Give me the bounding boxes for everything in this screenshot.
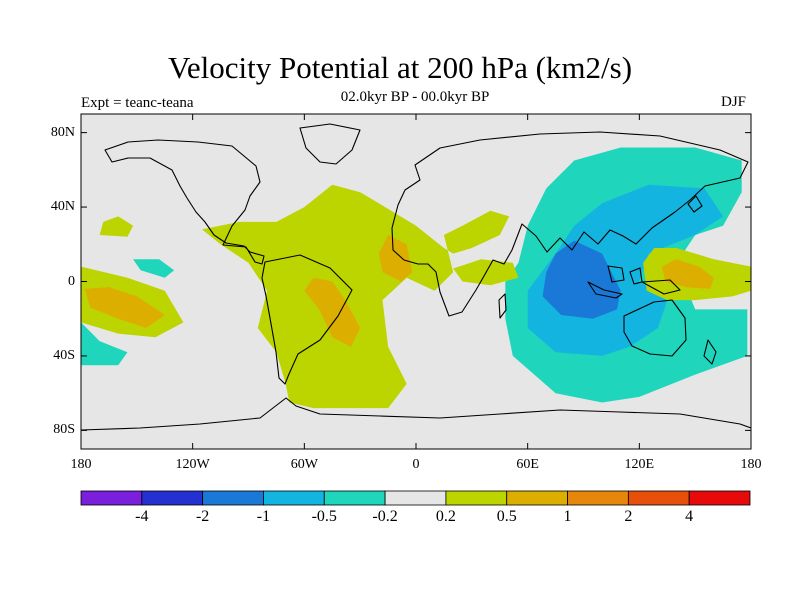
colorbar-level-label: 2	[624, 508, 633, 525]
coastline-indonesia	[587, 265, 681, 299]
coastline-australia	[623, 299, 687, 357]
region-pacific-negative-small	[133, 259, 175, 278]
colorbar-level-label: -1	[256, 508, 271, 525]
axis-tick-marks	[80, 114, 752, 449]
coastline-japan	[687, 195, 703, 213]
colorbar-bin	[202, 490, 264, 506]
x-tick-label: 0	[412, 457, 420, 472]
colorbar-level-label: -4	[135, 508, 149, 525]
colorbar-bin	[567, 490, 629, 506]
region-central-pacific-positive-core	[84, 287, 165, 328]
colorbar-level-label: -0.5	[311, 508, 337, 525]
colorbar-level-label: -0.2	[372, 508, 398, 525]
coastline-madagascar	[498, 293, 507, 319]
coastline-greenland	[299, 123, 361, 165]
region-south-america-positive-core	[304, 277, 361, 347]
coastline-north-america	[104, 139, 265, 265]
region-south-pacific-negative	[81, 322, 128, 366]
chart-title: Velocity Potential at 200 hPa (km2/s)	[167, 50, 633, 85]
region-maritime-continent-positive-core	[661, 259, 714, 289]
colorbar-bin	[141, 490, 204, 506]
y-tick-label: 80S	[53, 422, 75, 438]
chart-subtitle: 02.0kyr BP - 00.0kyr BP	[340, 89, 490, 105]
colorbar-bin	[506, 490, 568, 506]
colorbar-level-label: 0.5	[496, 508, 517, 525]
colorbar-bin	[323, 490, 386, 506]
x-tick-label: 60W	[290, 457, 318, 472]
colorbar-bin	[384, 490, 447, 506]
coastline-south-america	[261, 254, 353, 385]
x-tick-label: 180	[740, 457, 762, 472]
experiment-label: Expt = teanc-teana	[81, 95, 194, 111]
coastline-antarctica	[81, 397, 751, 431]
colorbar-level-label: 0.2	[435, 508, 456, 525]
region-indian-ocean-negative-core	[542, 240, 621, 319]
colorbar-level-label: 4	[685, 508, 694, 525]
colorbar-bin	[263, 490, 325, 506]
x-tick-label: 60E	[516, 457, 539, 472]
x-tick-label: 120E	[624, 457, 655, 472]
region-atlantic-positive	[202, 184, 510, 409]
colorbar-bin	[627, 490, 690, 506]
colorbar	[80, 490, 751, 506]
region-north-africa-positive-core	[378, 235, 413, 282]
colorbar-level-label: -2	[195, 508, 210, 525]
y-tick-label: 40S	[53, 347, 75, 363]
season-label: DJF	[721, 94, 747, 110]
region-north-pacific-positive	[99, 216, 134, 237]
y-tick-label: 80N	[50, 124, 75, 140]
coastline-layer	[81, 123, 751, 431]
coastline-new-zealand	[703, 339, 717, 365]
colorbar-bin	[445, 490, 508, 506]
colorbar-level-label: 1	[563, 508, 572, 525]
x-tick-label: 180	[70, 457, 92, 472]
coastline-eurasia-africa	[391, 131, 749, 317]
y-tick-label: 0	[68, 273, 75, 289]
contour-fill-layer	[81, 147, 751, 409]
x-tick-label: 120W	[175, 457, 210, 472]
y-tick-label: 40N	[50, 199, 75, 215]
colorbar-bin	[80, 490, 143, 506]
colorbar-bin	[688, 490, 751, 506]
